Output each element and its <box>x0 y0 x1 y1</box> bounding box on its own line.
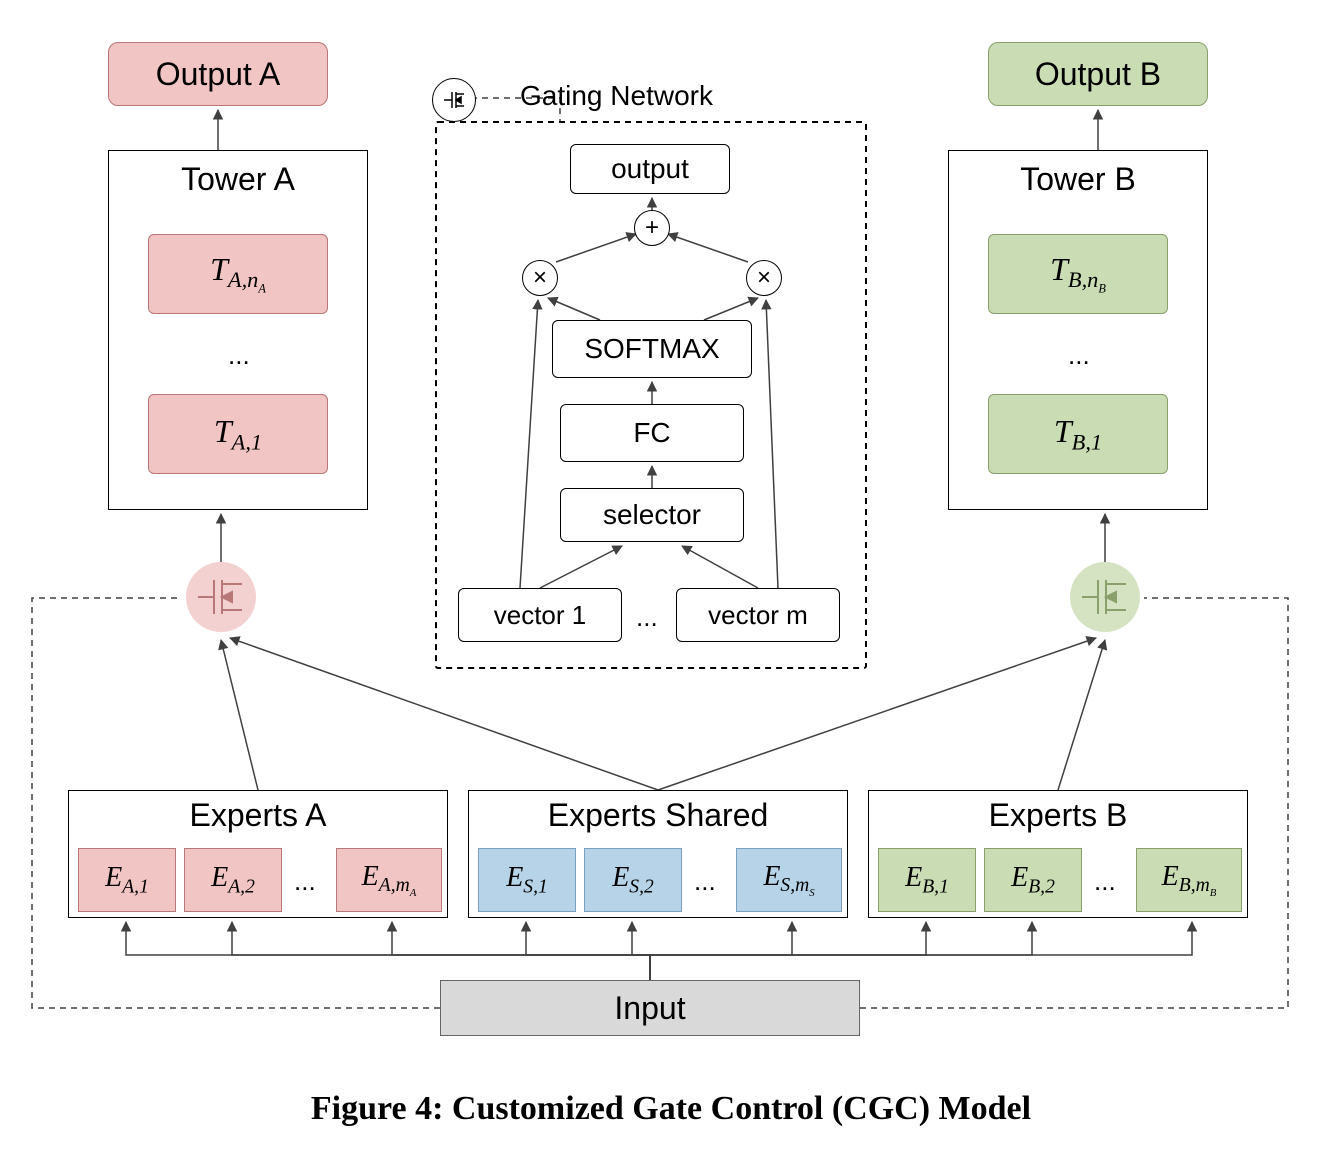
gate-icon-top <box>432 78 476 122</box>
expert-s-2: ES,2 <box>584 848 682 912</box>
expert-a-m-label: EA,mA <box>362 861 417 900</box>
gating-selector-label: selector <box>603 499 701 531</box>
tower-a-ellipsis: ... <box>228 340 250 371</box>
expert-s-1-label: ES,1 <box>506 862 548 899</box>
transistor-icon <box>186 562 256 632</box>
input-label: Input <box>614 990 685 1027</box>
expert-s-2-label: ES,2 <box>612 862 654 899</box>
expert-s-1: ES,1 <box>478 848 576 912</box>
experts-b-title: Experts B <box>989 797 1128 834</box>
expert-a-m: EA,mA <box>336 848 442 912</box>
expert-a-1-label: EA,1 <box>105 862 149 899</box>
tower-a-title: Tower A <box>181 161 295 198</box>
experts-shared-title: Experts Shared <box>548 797 769 834</box>
gating-vector-m: vector m <box>676 588 840 642</box>
gating-selector: selector <box>560 488 744 542</box>
expert-b-1-label: EB,1 <box>905 862 949 899</box>
expert-b-2-label: EB,2 <box>1011 862 1055 899</box>
output-a-label: Output A <box>156 56 281 93</box>
gating-output-box: output <box>570 144 730 194</box>
tower-b-layer-bottom-label: TB,1 <box>1054 413 1102 455</box>
tower-a-layer-top: TA,nA <box>148 234 328 314</box>
tower-b-layer-top-label: TB,nB <box>1050 251 1106 297</box>
gating-fc: FC <box>560 404 744 462</box>
gate-b-circle <box>1070 562 1140 632</box>
tower-b-title: Tower B <box>1020 161 1136 198</box>
gating-times-right: × <box>746 260 782 296</box>
times-l-label: × <box>533 264 547 292</box>
expert-b-m: EB,mB <box>1136 848 1242 912</box>
gating-times-left: × <box>522 260 558 296</box>
gating-network-title: Gating Network <box>520 80 713 112</box>
transistor-icon <box>1070 562 1140 632</box>
gating-vector-1-label: vector 1 <box>494 600 587 631</box>
gating-vector-ellipsis: ... <box>636 602 658 633</box>
tower-a-layer-bottom: TA,1 <box>148 394 328 474</box>
gating-output-label: output <box>611 153 689 185</box>
gating-softmax: SOFTMAX <box>552 320 752 378</box>
experts-a-ellipsis: ... <box>294 866 316 897</box>
figure-caption: Figure 4: Customized Gate Control (CGC) … <box>0 1090 1342 1128</box>
tower-b-layer-top: TB,nB <box>988 234 1168 314</box>
expert-s-m: ES,mS <box>736 848 842 912</box>
output-b: Output B <box>988 42 1208 106</box>
cgc-diagram: Output A Output B Tower A TA,nA ... TA,1… <box>0 0 1342 1162</box>
gating-fc-label: FC <box>633 417 670 449</box>
experts-b-ellipsis: ... <box>1094 866 1116 897</box>
transistor-icon <box>440 86 468 114</box>
expert-b-2: EB,2 <box>984 848 1082 912</box>
gating-plus: + <box>634 210 670 246</box>
plus-label: + <box>645 214 659 242</box>
tower-a-layer-top-label: TA,nA <box>210 251 266 297</box>
experts-a-title: Experts A <box>190 797 327 834</box>
expert-a-1: EA,1 <box>78 848 176 912</box>
expert-a-2-label: EA,2 <box>211 862 255 899</box>
experts-s-ellipsis: ... <box>694 866 716 897</box>
expert-b-m-label: EB,mB <box>1162 861 1217 900</box>
output-a: Output A <box>108 42 328 106</box>
output-b-label: Output B <box>1035 56 1161 93</box>
gating-vector-1: vector 1 <box>458 588 622 642</box>
times-r-label: × <box>757 264 771 292</box>
tower-a-layer-bottom-label: TA,1 <box>214 413 262 455</box>
expert-s-m-label: ES,mS <box>763 861 814 900</box>
expert-b-1: EB,1 <box>878 848 976 912</box>
gating-vector-m-label: vector m <box>708 600 808 631</box>
gate-a-circle <box>186 562 256 632</box>
input-box: Input <box>440 980 860 1036</box>
gating-softmax-label: SOFTMAX <box>584 333 719 365</box>
expert-a-2: EA,2 <box>184 848 282 912</box>
tower-b-ellipsis: ... <box>1068 340 1090 371</box>
tower-b-layer-bottom: TB,1 <box>988 394 1168 474</box>
